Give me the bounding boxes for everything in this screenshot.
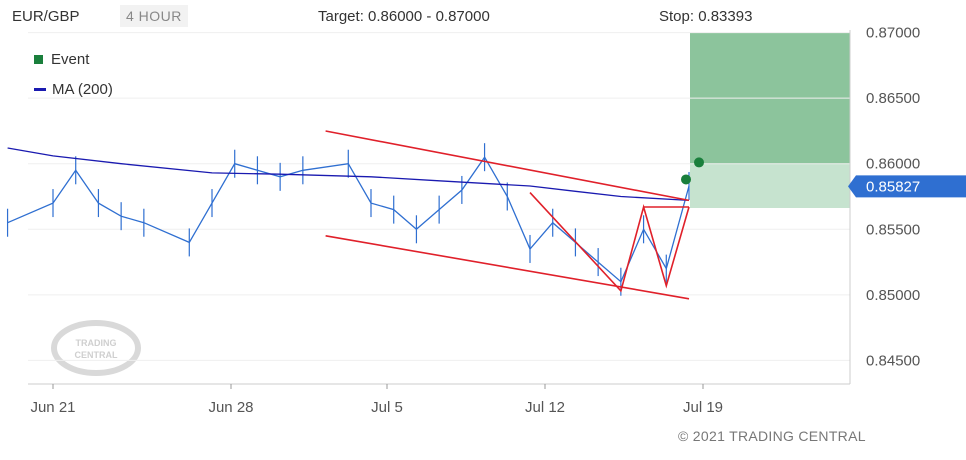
ma-swatch [34, 87, 46, 91]
symbol-label: EUR/GBP [12, 8, 80, 25]
descending-channel-lower-line [325, 235, 690, 300]
x-tick-label: Jun 21 [30, 399, 75, 416]
legend: Event MA (200) [34, 44, 113, 104]
svg-text:CENTRAL: CENTRAL [75, 350, 118, 360]
legend-item-ma: MA (200) [34, 74, 113, 104]
event-marker [694, 157, 704, 168]
ma-series-line [7, 147, 690, 202]
chart-header: EUR/GBP 4 HOUR Target: 0.86000 - 0.87000… [0, 0, 966, 34]
stop-label: Stop: 0.83393 [659, 8, 753, 25]
timeframe-badge[interactable]: 4 HOUR [120, 5, 188, 27]
x-tick-label: Jul 5 [371, 399, 403, 416]
event-marker [681, 174, 691, 185]
price-series-line [7, 155, 690, 283]
y-tick-label: 0.86000 [866, 156, 920, 173]
watermark-logo: TRADING CENTRAL [51, 320, 141, 376]
y-tick-label: 0.85000 [866, 287, 920, 304]
last-price-label: 0.85827 [866, 178, 920, 195]
copyright: © 2021 TRADING CENTRAL [678, 428, 866, 444]
descending-channel-upper-line [325, 130, 690, 202]
event-swatch [34, 54, 43, 64]
svg-text:TRADING: TRADING [76, 338, 117, 348]
x-tick-label: Jul 19 [683, 399, 723, 416]
stop-zone [690, 163, 850, 208]
y-tick-label: 0.84500 [866, 352, 920, 369]
x-tick-label: Jul 12 [525, 399, 565, 416]
legend-event-label: Event [51, 50, 90, 68]
legend-item-event: Event [34, 44, 113, 74]
last-price-tag [848, 175, 966, 198]
y-tick-label: 0.85500 [866, 221, 920, 238]
y-tick-label: 0.87000 [866, 25, 920, 42]
y-tick-label: 0.86500 [866, 90, 920, 107]
x-tick-label: Jun 28 [208, 399, 253, 416]
target-label: Target: 0.86000 - 0.87000 [318, 8, 490, 25]
legend-ma-label: MA (200) [52, 80, 113, 98]
